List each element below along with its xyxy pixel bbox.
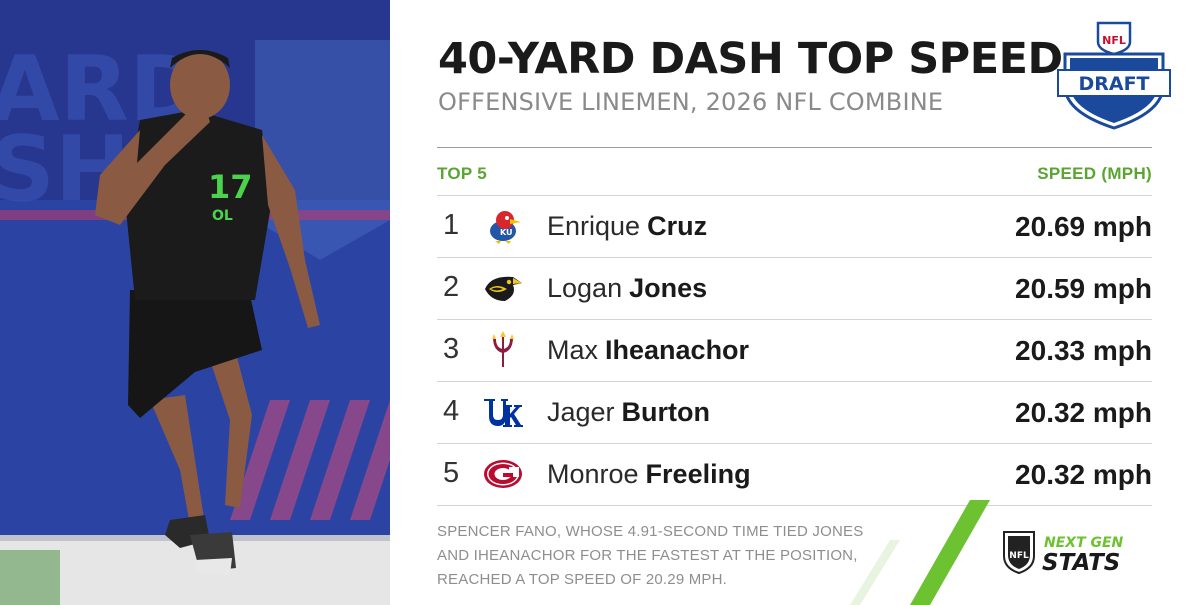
player-last-name: Iheanachor <box>605 335 750 365</box>
player-speed: 20.32 mph <box>1015 397 1152 428</box>
footnote: SPENCER FANO, WHOSE 4.91-SECOND TIME TIE… <box>437 523 864 588</box>
svg-text:KU: KU <box>500 228 513 237</box>
jersey-position: OL <box>212 208 233 224</box>
ngs-line2: STATS <box>1042 550 1120 574</box>
athlete-photo-illustration: ARD SH <box>0 0 390 605</box>
page-title: 40-YARD DASH TOP SPEED <box>438 34 1063 84</box>
table-row: 4 Jager Burton 20.32 mph <box>437 381 1152 443</box>
player-name: Jager Burton <box>547 397 710 428</box>
page-subtitle: OFFENSIVE LINEMEN, 2026 NFL COMBINE <box>438 88 944 116</box>
player-name: Enrique Cruz <box>547 211 707 242</box>
ngs-line1: NEXT GEN <box>1044 535 1124 551</box>
arizona-state-pitchfork-icon <box>492 331 514 367</box>
speed-column-header: SPEED (MPH) <box>1037 164 1152 183</box>
player-last-name: Cruz <box>647 211 708 241</box>
player-last-name: Burton <box>621 397 711 427</box>
player-speed: 20.59 mph <box>1015 273 1152 304</box>
speed-table: 1 KU Enrique Cruz 20.69 mph 2 <box>437 195 1152 506</box>
player-name: Logan Jones <box>547 273 707 304</box>
header-divider <box>437 147 1152 148</box>
player-last-name: Jones <box>629 273 708 303</box>
rank-number: 1 <box>443 209 460 241</box>
player-first-name: Logan <box>547 273 623 303</box>
player-first-name: Max <box>547 335 599 365</box>
athlete-photo: ARD SH <box>0 0 390 605</box>
green-accent-stripe <box>850 500 990 605</box>
table-row: 3 Max Iheanachor 20.33 mph <box>437 319 1152 381</box>
georgia-g-icon <box>484 460 522 488</box>
kansas-jayhawk-icon: KU <box>490 211 521 244</box>
player-speed: 20.33 mph <box>1015 335 1152 366</box>
nfl-draft-shield-icon: NFL DRAFT <box>1057 21 1171 130</box>
table-row: 2 Logan Jones 20.59 mph <box>437 257 1152 319</box>
next-gen-stats-logo: NFL NEXT GEN STATS <box>1003 531 1124 574</box>
iowa-hawkeye-icon <box>485 276 522 301</box>
player-speed: 20.32 mph <box>1015 459 1152 490</box>
player-last-name: Freeling <box>645 459 751 489</box>
rank-column-header: TOP 5 <box>437 164 488 183</box>
jersey-number: 17 <box>208 168 253 206</box>
player-speed: 20.69 mph <box>1015 211 1152 242</box>
draft-banner-text: DRAFT <box>1078 73 1149 95</box>
content-panel: 40-YARD DASH TOP SPEED OFFENSIVE LINEMEN… <box>390 0 1200 605</box>
player-first-name: Monroe <box>547 459 639 489</box>
player-name: Max Iheanachor <box>547 335 749 366</box>
rank-number: 2 <box>443 271 460 303</box>
player-name: Monroe Freeling <box>547 459 751 490</box>
table-row: 5 Monroe Freeling 20.32 mph <box>437 443 1152 506</box>
rank-number: 5 <box>443 457 460 489</box>
rank-number: 3 <box>443 333 460 365</box>
rank-number: 4 <box>443 395 460 427</box>
player-first-name: Jager <box>547 397 615 427</box>
draft-shield-text: NFL <box>1102 34 1126 47</box>
kentucky-uk-icon <box>484 399 523 427</box>
ngs-shield-text: NFL <box>1009 551 1029 561</box>
table-row: 1 KU Enrique Cruz 20.69 mph <box>437 195 1152 257</box>
player-first-name: Enrique <box>547 211 641 241</box>
